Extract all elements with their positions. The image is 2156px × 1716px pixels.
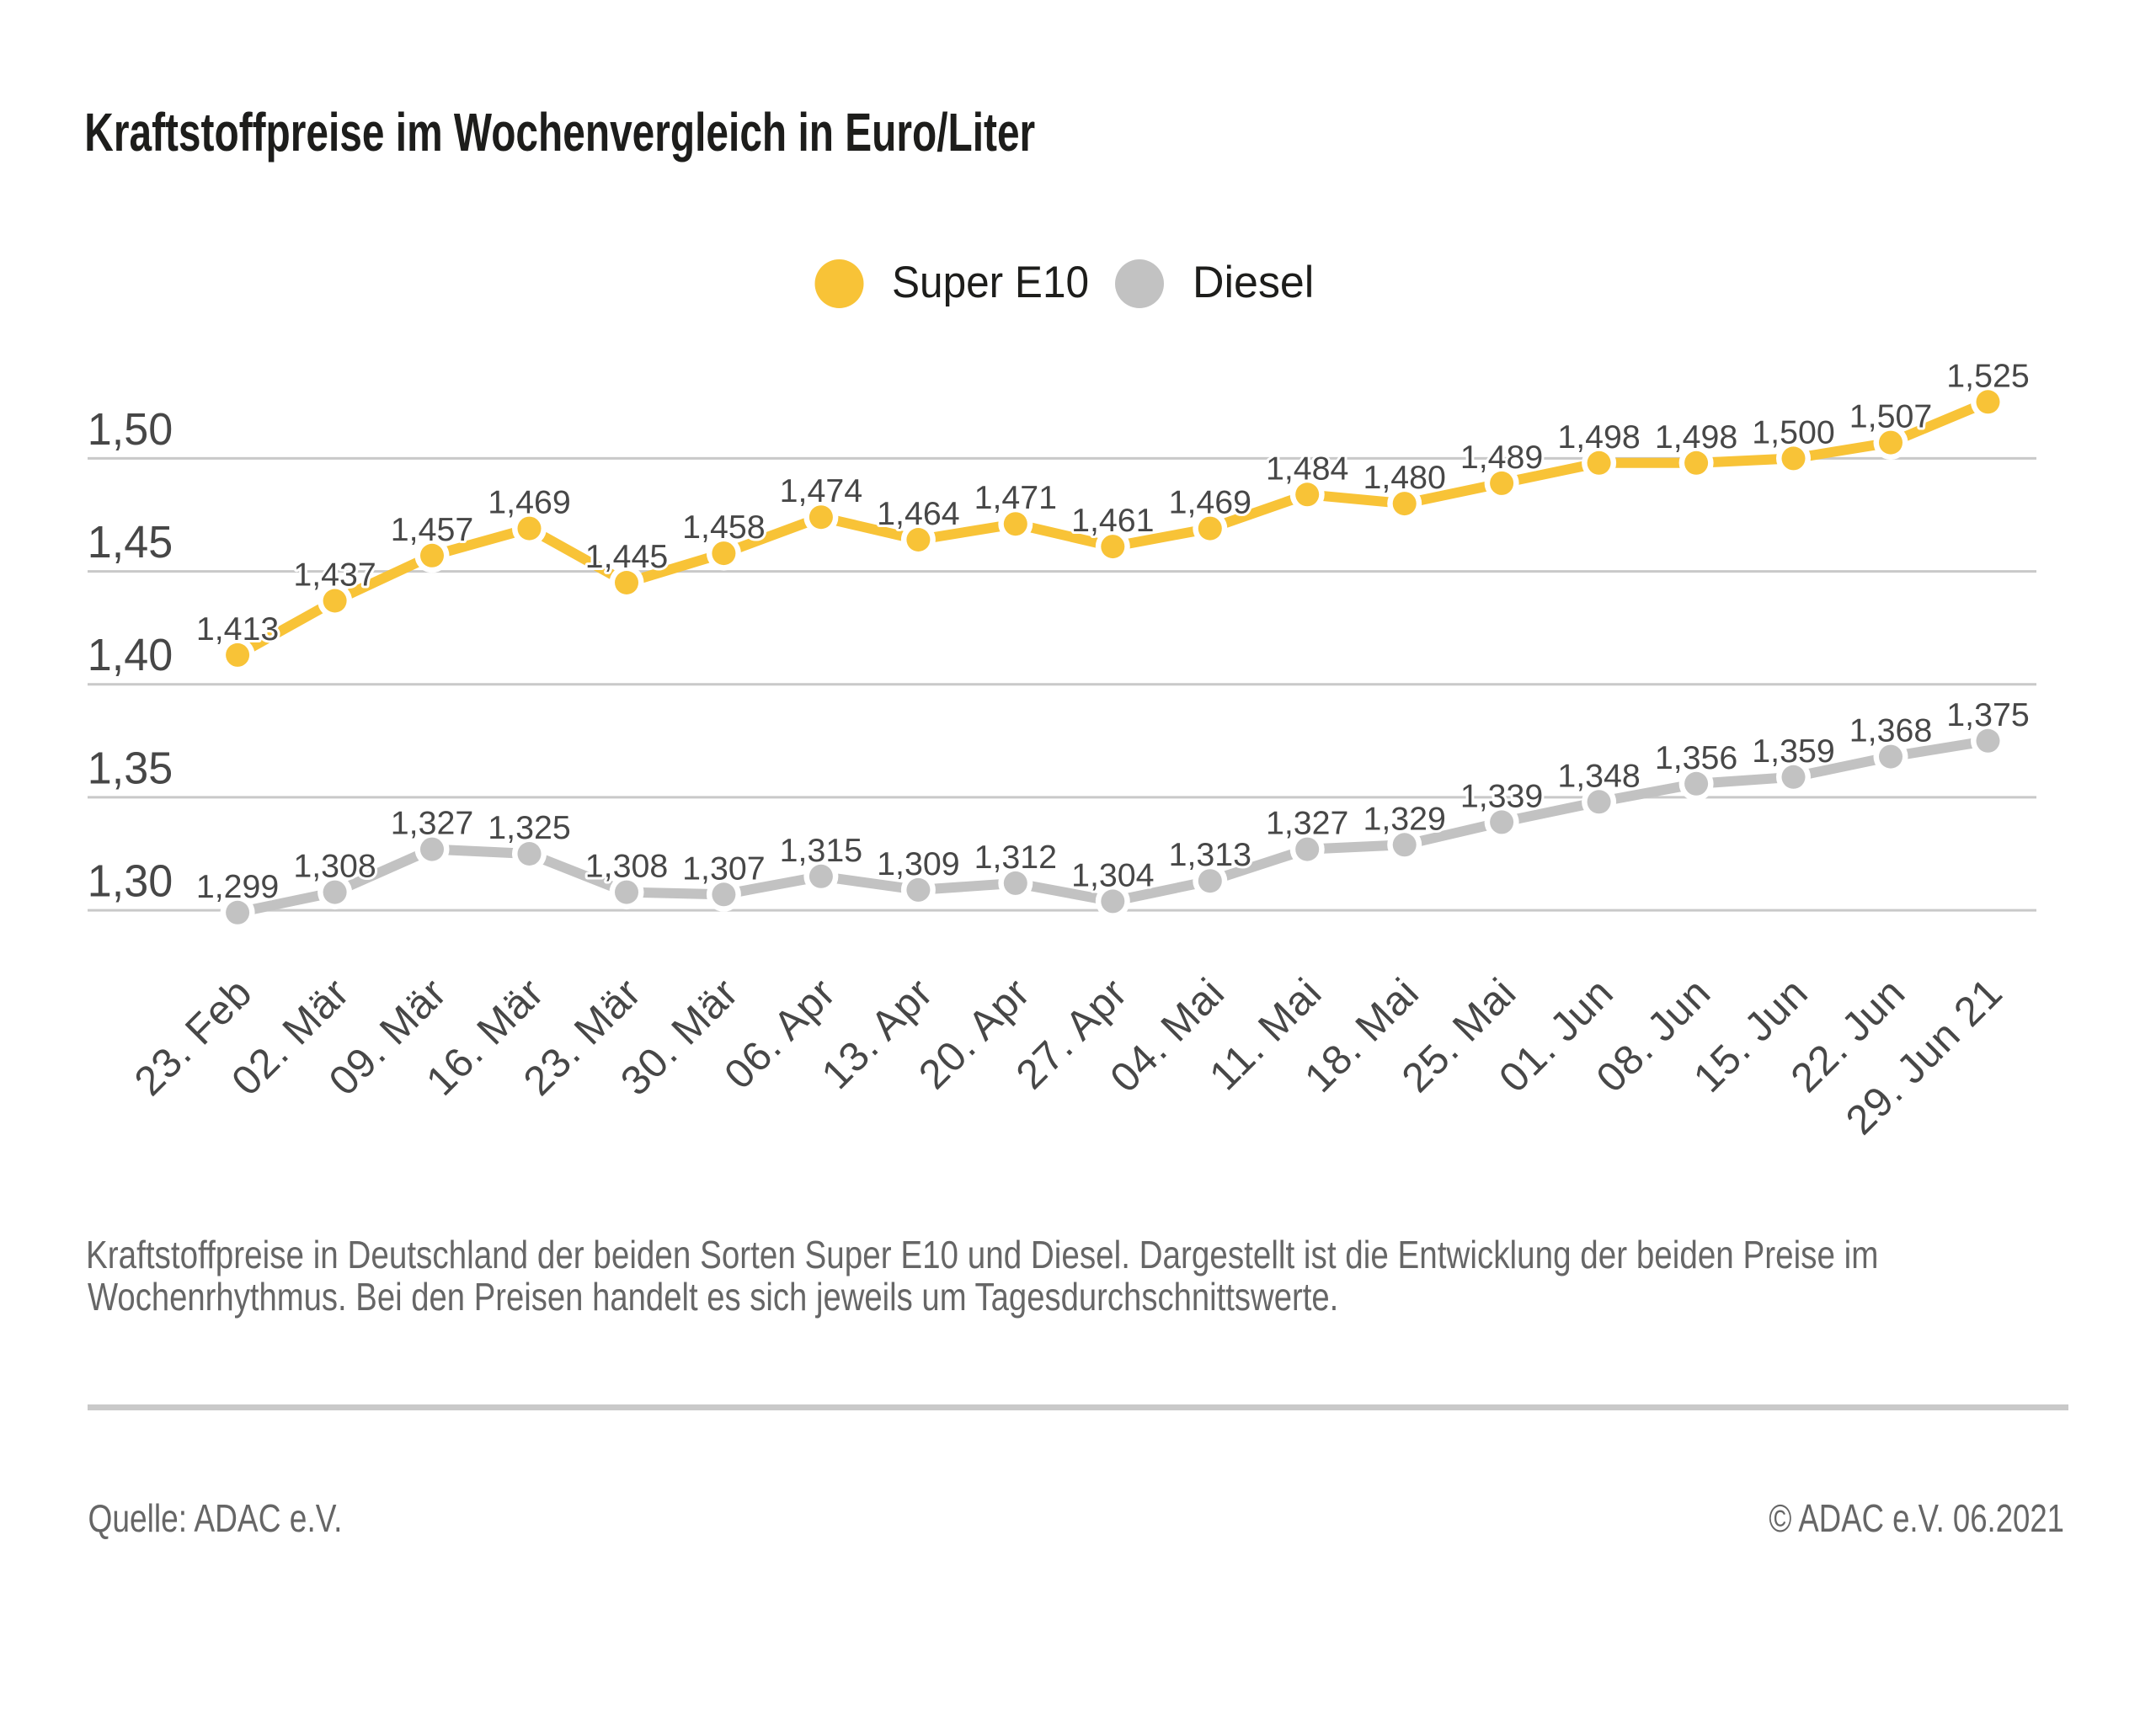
svg-text:Super E10: Super E10 (892, 258, 1089, 307)
svg-text:1,327: 1,327 (391, 806, 473, 842)
svg-text:1,464: 1,464 (877, 496, 959, 532)
svg-text:1,329: 1,329 (1363, 802, 1445, 838)
svg-text:1,308: 1,308 (293, 849, 376, 885)
svg-text:1,437: 1,437 (293, 557, 376, 594)
svg-text:1,368: 1,368 (1849, 713, 1932, 749)
svg-text:1,35: 1,35 (88, 743, 173, 794)
svg-text:1,308: 1,308 (585, 849, 668, 885)
svg-text:1,489: 1,489 (1460, 440, 1543, 476)
svg-text:1,500: 1,500 (1752, 415, 1834, 451)
svg-text:1,445: 1,445 (585, 539, 668, 575)
svg-text:1,413: 1,413 (196, 611, 279, 647)
svg-text:1,50: 1,50 (88, 404, 173, 455)
svg-text:1,525: 1,525 (1946, 359, 2029, 395)
svg-text:1,30: 1,30 (88, 856, 173, 907)
svg-text:© ADAC e.V. 06.2021: © ADAC e.V. 06.2021 (1769, 1496, 2064, 1540)
svg-text:1,312: 1,312 (974, 839, 1057, 876)
svg-text:1,498: 1,498 (1655, 419, 1737, 456)
svg-text:1,40: 1,40 (88, 630, 173, 680)
svg-text:1,480: 1,480 (1363, 460, 1445, 496)
svg-text:Quelle: ADAC e.V.: Quelle: ADAC e.V. (88, 1496, 343, 1540)
svg-text:1,457: 1,457 (391, 512, 473, 548)
svg-text:1,325: 1,325 (488, 810, 570, 846)
svg-text:1,484: 1,484 (1266, 451, 1348, 488)
svg-text:Kraftstoffpreise in Deutschlan: Kraftstoffpreise in Deutschland der beid… (86, 1234, 1878, 1277)
svg-text:1,359: 1,359 (1752, 733, 1834, 770)
svg-text:1,339: 1,339 (1460, 779, 1543, 815)
svg-text:1,299: 1,299 (196, 869, 279, 905)
svg-text:Kraftstoffpreise im Wochenverg: Kraftstoffpreise im Wochenvergleich in E… (84, 102, 1035, 162)
svg-text:1,356: 1,356 (1655, 740, 1737, 776)
svg-text:Diesel: Diesel (1193, 258, 1314, 307)
svg-text:1,458: 1,458 (682, 509, 765, 546)
svg-text:1,507: 1,507 (1849, 399, 1932, 435)
svg-text:1,327: 1,327 (1266, 806, 1348, 842)
svg-text:1,474: 1,474 (780, 474, 862, 510)
svg-text:1,471: 1,471 (974, 481, 1057, 517)
svg-text:Wochenrhythmus. Bei den Preise: Wochenrhythmus. Bei den Preisen handelt … (88, 1276, 1338, 1319)
svg-text:1,313: 1,313 (1169, 838, 1251, 874)
svg-text:1,45: 1,45 (88, 517, 173, 568)
svg-text:1,315: 1,315 (780, 833, 862, 869)
svg-text:1,304: 1,304 (1071, 858, 1154, 894)
svg-text:1,309: 1,309 (877, 846, 959, 882)
svg-text:1,375: 1,375 (1946, 697, 2029, 733)
svg-text:1,469: 1,469 (1169, 485, 1251, 521)
svg-text:1,469: 1,469 (488, 485, 570, 521)
svg-text:1,461: 1,461 (1071, 503, 1154, 539)
svg-text:1,307: 1,307 (682, 851, 765, 887)
svg-text:1,498: 1,498 (1557, 419, 1640, 456)
svg-text:1,348: 1,348 (1557, 759, 1640, 795)
